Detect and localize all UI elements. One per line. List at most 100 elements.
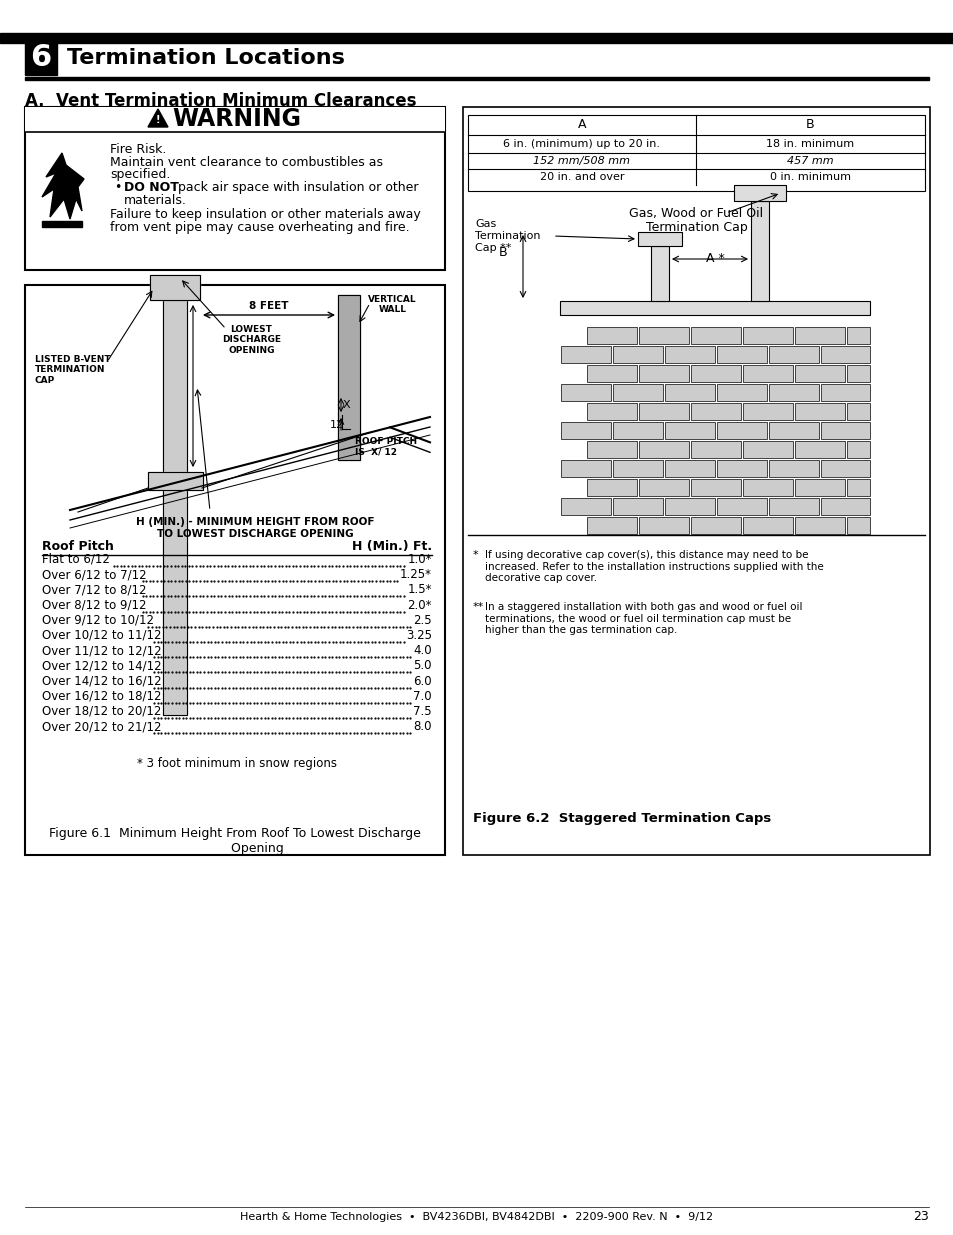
Bar xyxy=(639,327,688,345)
Bar xyxy=(742,327,792,345)
Bar xyxy=(846,366,869,382)
Text: Fire Risk.: Fire Risk. xyxy=(110,143,166,156)
Bar xyxy=(733,185,785,201)
Text: 457 mm: 457 mm xyxy=(786,156,833,165)
Bar xyxy=(560,422,610,438)
Bar xyxy=(742,403,792,420)
Bar xyxy=(768,459,818,477)
Polygon shape xyxy=(148,109,168,127)
Bar xyxy=(821,346,869,363)
Text: **: ** xyxy=(473,601,484,613)
Text: Flat to 6/12: Flat to 6/12 xyxy=(42,553,110,566)
Text: LISTED B-VENT
TERMINATION
CAP: LISTED B-VENT TERMINATION CAP xyxy=(35,354,111,385)
Bar xyxy=(639,366,688,382)
Bar xyxy=(25,107,444,132)
Text: 0 in. minimum: 0 in. minimum xyxy=(769,172,850,182)
Text: 1.5*: 1.5* xyxy=(407,583,432,597)
Text: Over 11/12 to 12/12: Over 11/12 to 12/12 xyxy=(42,645,161,657)
Bar xyxy=(768,422,818,438)
Text: * 3 foot minimum in snow regions: * 3 foot minimum in snow regions xyxy=(137,757,336,771)
Text: from vent pipe may cause overheating and fire.: from vent pipe may cause overheating and… xyxy=(110,221,409,233)
Text: Over 14/12 to 16/12: Over 14/12 to 16/12 xyxy=(42,674,161,688)
Bar xyxy=(559,301,869,315)
Text: •: • xyxy=(113,182,121,194)
Text: H (Min.) Ft.: H (Min.) Ft. xyxy=(352,540,432,553)
Bar xyxy=(794,517,844,534)
Text: 4.0: 4.0 xyxy=(413,645,432,657)
Bar xyxy=(586,403,637,420)
Bar xyxy=(846,327,869,345)
Text: Termination Cap: Termination Cap xyxy=(645,221,746,233)
Text: DO NOT: DO NOT xyxy=(124,182,179,194)
Bar xyxy=(664,498,714,515)
Text: B: B xyxy=(805,119,814,131)
Bar xyxy=(821,422,869,438)
Text: Over 9/12 to 10/12: Over 9/12 to 10/12 xyxy=(42,614,153,627)
Text: 2.0*: 2.0* xyxy=(407,599,432,611)
Bar xyxy=(586,441,637,458)
Bar xyxy=(664,422,714,438)
Bar xyxy=(846,517,869,534)
Bar xyxy=(821,384,869,401)
Bar xyxy=(768,498,818,515)
Bar xyxy=(150,275,200,300)
Bar xyxy=(690,327,740,345)
Text: materials.: materials. xyxy=(124,194,187,207)
Text: Over 12/12 to 14/12: Over 12/12 to 14/12 xyxy=(42,659,161,672)
Bar xyxy=(821,459,869,477)
Bar xyxy=(25,77,928,80)
Text: 6 in. (minimum) up to 20 in.: 6 in. (minimum) up to 20 in. xyxy=(503,140,659,149)
Text: B: B xyxy=(498,246,507,258)
Bar xyxy=(690,441,740,458)
Text: Failure to keep insulation or other materials away: Failure to keep insulation or other mate… xyxy=(110,207,420,221)
Bar xyxy=(586,366,637,382)
Text: X: X xyxy=(343,400,351,410)
Text: 8.0: 8.0 xyxy=(413,720,432,734)
Bar xyxy=(586,479,637,496)
Bar xyxy=(794,327,844,345)
Bar xyxy=(25,43,57,75)
Bar xyxy=(560,384,610,401)
Text: Over 10/12 to 11/12: Over 10/12 to 11/12 xyxy=(42,629,161,642)
Bar xyxy=(163,300,187,715)
Bar xyxy=(337,295,359,459)
Bar xyxy=(768,384,818,401)
Bar xyxy=(717,422,766,438)
Text: Maintain vent clearance to combustibles as: Maintain vent clearance to combustibles … xyxy=(110,156,382,169)
Bar xyxy=(821,498,869,515)
Bar xyxy=(638,232,681,246)
Bar xyxy=(794,403,844,420)
Bar xyxy=(639,517,688,534)
Bar xyxy=(639,403,688,420)
Text: 7.0: 7.0 xyxy=(413,690,432,703)
Bar xyxy=(613,459,662,477)
Text: 3.25: 3.25 xyxy=(406,629,432,642)
Bar xyxy=(468,115,924,191)
Bar xyxy=(586,327,637,345)
Bar xyxy=(42,221,82,227)
Bar xyxy=(163,300,187,715)
Text: 6: 6 xyxy=(30,43,51,73)
Text: Over 7/12 to 8/12: Over 7/12 to 8/12 xyxy=(42,583,147,597)
Text: Over 16/12 to 18/12: Over 16/12 to 18/12 xyxy=(42,690,161,703)
Bar xyxy=(664,346,714,363)
Bar xyxy=(846,441,869,458)
Bar xyxy=(586,517,637,534)
Bar xyxy=(794,441,844,458)
Bar xyxy=(664,459,714,477)
Bar xyxy=(742,517,792,534)
Bar xyxy=(794,479,844,496)
Bar xyxy=(717,498,766,515)
Text: 1.25*: 1.25* xyxy=(399,568,432,582)
Text: 23: 23 xyxy=(912,1210,928,1224)
Bar xyxy=(664,384,714,401)
Bar xyxy=(148,472,203,490)
Bar xyxy=(717,459,766,477)
Bar xyxy=(613,498,662,515)
Text: 6.0: 6.0 xyxy=(413,674,432,688)
Text: Gas, Wood or Fuel Oil: Gas, Wood or Fuel Oil xyxy=(629,207,762,220)
Text: Over 20/12 to 21/12: Over 20/12 to 21/12 xyxy=(42,720,161,734)
Text: !: ! xyxy=(155,115,160,125)
Text: In a staggered installation with both gas and wood or fuel oil
terminations, the: In a staggered installation with both ga… xyxy=(484,601,801,635)
Bar xyxy=(690,366,740,382)
